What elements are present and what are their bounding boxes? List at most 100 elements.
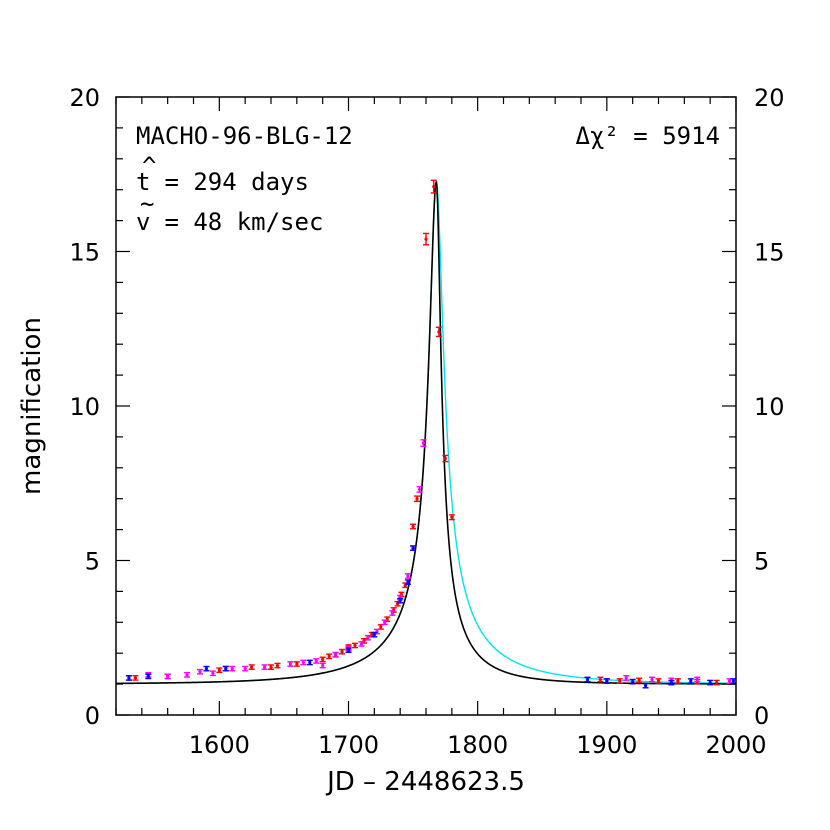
y-axis-title: magnification xyxy=(17,317,47,495)
marker xyxy=(695,677,699,682)
marker xyxy=(269,665,273,669)
marker xyxy=(372,633,376,637)
data-point-magenta xyxy=(389,610,396,616)
marker xyxy=(133,676,137,680)
marker xyxy=(398,599,402,603)
y-tick-label: 10 xyxy=(69,393,100,421)
data-point-magenta xyxy=(287,661,294,667)
marker xyxy=(211,671,215,675)
data-point-blue xyxy=(306,659,313,666)
marker xyxy=(650,677,654,682)
data-point-red xyxy=(268,664,274,670)
marker xyxy=(731,679,736,683)
data-point-magenta xyxy=(196,668,203,675)
data-point-blue xyxy=(410,545,417,552)
marker xyxy=(217,668,221,672)
plot-frame xyxy=(115,96,737,716)
data-point-red xyxy=(319,656,326,663)
data-point-magenta xyxy=(313,658,320,664)
marker xyxy=(631,680,635,684)
v-tilde-value: = 48 km/sec xyxy=(150,208,323,236)
data-point-red xyxy=(597,676,604,683)
data-point-red xyxy=(616,678,623,684)
data-point-red xyxy=(713,679,720,686)
marker xyxy=(198,670,202,674)
marker xyxy=(224,667,228,671)
marker xyxy=(406,574,410,578)
data-point-red xyxy=(442,454,449,463)
marker xyxy=(411,524,415,529)
data-point-magenta xyxy=(332,651,339,658)
y-tick-label: 15 xyxy=(69,239,100,267)
data-point-magenta xyxy=(420,439,427,448)
marker xyxy=(643,684,648,688)
marker xyxy=(437,330,441,334)
t-hat-value: = 294 days xyxy=(150,168,309,196)
data-point-magenta xyxy=(404,573,411,579)
data-point-red xyxy=(216,667,223,674)
data-point-magenta xyxy=(164,673,171,680)
marker xyxy=(346,648,351,652)
data-point-magenta xyxy=(229,665,236,672)
data-point-magenta xyxy=(319,662,326,669)
marker xyxy=(689,679,693,683)
marker xyxy=(379,625,383,629)
marker xyxy=(262,665,267,669)
marker xyxy=(321,663,325,668)
marker xyxy=(250,665,254,669)
marker xyxy=(166,674,170,678)
x-tick-label: 1800 xyxy=(447,731,508,759)
data-point-blue xyxy=(629,678,636,685)
marker xyxy=(605,679,609,683)
marker xyxy=(669,680,674,685)
x-tick-label: 1600 xyxy=(189,731,250,759)
data-point-blue xyxy=(603,678,610,684)
v-tilde-tilde-icon: ~ xyxy=(140,190,154,218)
x-tick-label: 1900 xyxy=(576,731,637,759)
marker xyxy=(340,650,344,654)
marker xyxy=(598,677,602,682)
marker xyxy=(424,237,428,241)
data-point-blue xyxy=(345,647,352,653)
y-tick-label-right: 0 xyxy=(754,702,769,730)
marker xyxy=(275,663,280,668)
data-point-blue xyxy=(584,676,591,683)
data-point-blue xyxy=(125,675,132,681)
marker xyxy=(637,678,641,682)
v-tilde-symbol: v xyxy=(136,208,150,236)
x-tick-label: 2000 xyxy=(705,731,766,759)
y-tick-label-right: 15 xyxy=(754,239,785,267)
y-tick-label: 20 xyxy=(69,84,100,112)
marker xyxy=(383,620,387,624)
marker xyxy=(708,680,712,685)
data-point-magenta xyxy=(416,486,423,493)
y-tick-label-right: 10 xyxy=(754,393,785,421)
t-hat-symbol: t xyxy=(136,168,150,196)
data-point-red xyxy=(351,642,358,649)
x-tick-label: 1700 xyxy=(318,731,379,759)
y-tick-label: 5 xyxy=(85,548,100,576)
y-tick-label: 0 xyxy=(85,702,100,730)
data-point-red xyxy=(636,677,643,684)
data-point-red xyxy=(410,523,417,530)
marker xyxy=(676,679,680,683)
marker xyxy=(618,679,622,683)
marker xyxy=(624,676,628,680)
data-point-magenta xyxy=(209,670,216,677)
marker xyxy=(417,487,422,492)
data-point-red xyxy=(423,232,429,246)
marker xyxy=(432,185,436,189)
marker xyxy=(333,653,338,657)
marker xyxy=(295,662,299,666)
y-tick-label-right: 20 xyxy=(754,84,785,112)
data-point-red xyxy=(248,664,255,670)
marker xyxy=(243,667,247,671)
marker xyxy=(327,654,331,658)
data-point-red xyxy=(655,678,662,684)
data-point-magenta xyxy=(649,676,656,683)
marker xyxy=(411,546,415,550)
marker xyxy=(370,633,374,637)
chart-title: MACHO-96-BLG-12 xyxy=(136,122,353,150)
